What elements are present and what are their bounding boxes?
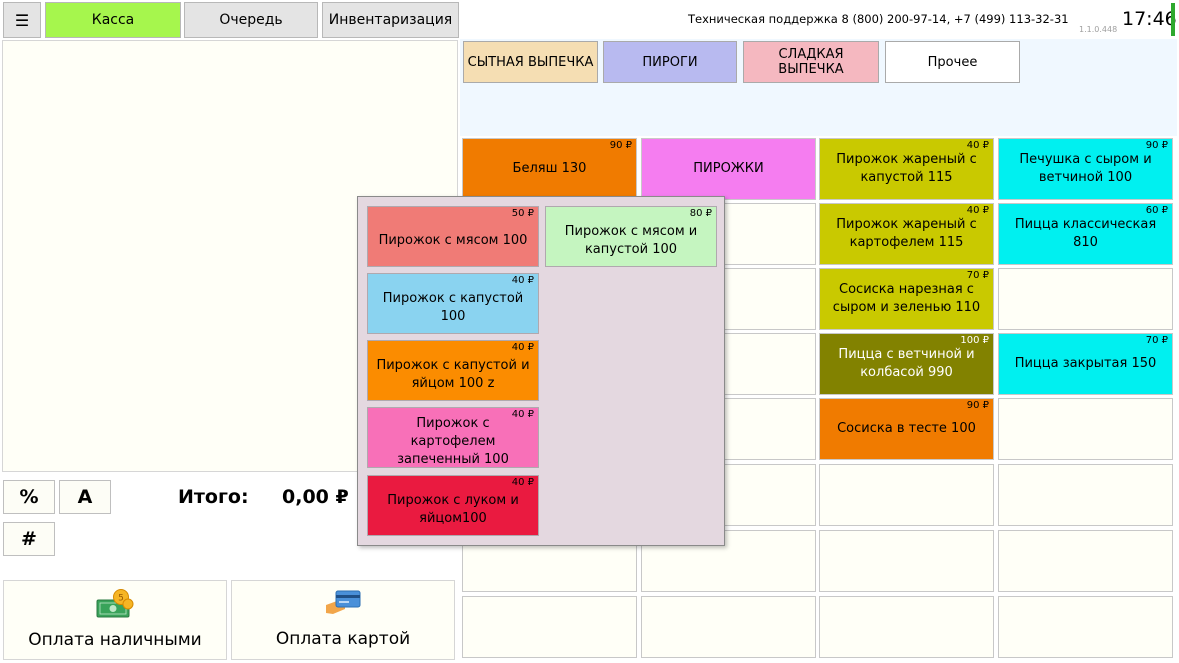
empty-tile[interactable] [998, 596, 1173, 658]
empty-tile[interactable] [819, 530, 994, 592]
product-tile[interactable]: Пирожок жареный с капустой 115 40 ₽ [819, 138, 994, 200]
popup-product-tile[interactable]: Пирожок с мясом и капустой 100 80 ₽ [545, 206, 717, 267]
empty-tile[interactable] [998, 464, 1173, 526]
support-contacts: Техническая поддержка 8 (800) 200-97-14,… [688, 12, 1069, 26]
status-indicator [1171, 3, 1175, 36]
product-price: 40 ₽ [511, 342, 534, 353]
product-name: Пицца с ветчиной и колбасой 990 [838, 347, 975, 380]
category-sweet-pastry[interactable]: СЛАДКАЯ ВЫПЕЧКА [743, 41, 879, 83]
product-price: 90 ₽ [1145, 140, 1168, 151]
cash-coins-icon: 5 [95, 587, 135, 623]
product-price: 90 ₽ [609, 140, 632, 151]
product-price: 100 ₽ [960, 335, 989, 346]
pay-card-label: Оплата картой [275, 629, 411, 649]
product-name: Пирожок с капустой и яйцом 100 z [376, 357, 530, 391]
empty-tile[interactable] [998, 398, 1173, 460]
pay-cash-label: Оплата наличными [28, 630, 202, 650]
product-tile[interactable]: Беляш 130 90 ₽ [462, 138, 637, 200]
popup-product-tile[interactable]: Пирожок с мясом 100 50 ₽ [367, 206, 539, 267]
product-price: 40 ₽ [511, 477, 534, 488]
product-tile[interactable]: Пицца с ветчиной и колбасой 990 100 ₽ [819, 333, 994, 395]
category-hearty-pastry[interactable]: СЫТНАЯ ВЫПЕЧКА [463, 41, 598, 83]
product-tile[interactable]: Пицца закрытая 150 70 ₽ [998, 333, 1173, 395]
product-name: Пирожок жареный с капустой 115 [836, 152, 977, 185]
category-other[interactable]: Прочее [885, 41, 1020, 83]
discount-percent-button[interactable]: % [3, 480, 55, 514]
empty-tile[interactable] [998, 268, 1173, 330]
pay-cash-button[interactable]: 5 Оплата наличными [3, 580, 227, 660]
product-name: Печушка с сыром и ветчиной 100 [1019, 152, 1152, 185]
popup-product-tile[interactable]: Пирожок с картофелем запеченный 100 40 ₽ [367, 407, 539, 468]
svg-text:5: 5 [118, 594, 124, 604]
clock: 17:46 [1122, 8, 1177, 30]
product-name: Сосиска нарезная с сыром и зеленью 110 [832, 282, 981, 315]
card-in-hand-icon [323, 587, 363, 621]
empty-tile[interactable] [819, 464, 994, 526]
product-tile[interactable]: Сосиска нарезная с сыром и зеленью 110 70… [819, 268, 994, 330]
product-name: Пирожок с мясом 100 [378, 232, 528, 248]
product-price: 50 ₽ [511, 208, 534, 219]
product-name: Пирожок с картофелем запеченный 100 [397, 415, 509, 467]
empty-tile[interactable] [998, 530, 1173, 592]
hamburger-menu-icon[interactable]: ☰ [3, 2, 41, 38]
total-value: 0,00 ₽ [282, 486, 349, 508]
product-price: 80 ₽ [689, 208, 712, 219]
product-price: 70 ₽ [1145, 335, 1168, 346]
a-button[interactable]: A [59, 480, 111, 514]
product-price: 90 ₽ [966, 400, 989, 411]
product-tile[interactable]: ПИРОЖКИ [641, 138, 816, 200]
empty-tile[interactable] [641, 596, 816, 658]
product-name: Пирожок жареный с картофелем 115 [836, 217, 977, 250]
popup-product-tile[interactable]: Пирожок с капустой и яйцом 100 z 40 ₽ [367, 340, 539, 401]
pay-card-button[interactable]: Оплата картой [231, 580, 455, 660]
product-tile[interactable]: Печушка с сыром и ветчиной 100 90 ₽ [998, 138, 1173, 200]
product-name: Беляш 130 [512, 161, 587, 176]
hash-button[interactable]: # [3, 522, 55, 556]
product-price: 40 ₽ [966, 205, 989, 216]
product-name: Пирожок с луком и яйцом100 [387, 492, 519, 526]
total-label: Итого: [178, 486, 249, 508]
popup-product-tile[interactable]: Пирожок с капустой 100 40 ₽ [367, 273, 539, 334]
tab-kassa[interactable]: Касса [45, 2, 181, 38]
product-name: Пирожок с капустой 100 [382, 290, 524, 324]
app-version: 1.1.0.448 [1079, 25, 1118, 34]
product-price: 60 ₽ [1145, 205, 1168, 216]
product-tile[interactable]: Сосиска в тесте 100 90 ₽ [819, 398, 994, 460]
product-price: 40 ₽ [511, 275, 534, 286]
product-name: ПИРОЖКИ [693, 161, 764, 176]
product-price: 40 ₽ [511, 409, 534, 420]
tab-inventory[interactable]: Инвентаризация [322, 2, 459, 38]
product-name: Пицца закрытая 150 [1014, 356, 1157, 371]
popup-product-tile[interactable]: Пирожок с луком и яйцом100 40 ₽ [367, 475, 539, 536]
tab-queue[interactable]: Очередь [184, 2, 318, 38]
category-pies[interactable]: ПИРОГИ [603, 41, 737, 83]
product-tile[interactable]: Пирожок жареный с картофелем 115 40 ₽ [819, 203, 994, 265]
empty-tile[interactable] [462, 596, 637, 658]
product-price: 40 ₽ [966, 140, 989, 151]
product-name: Сосиска в тесте 100 [837, 421, 976, 436]
empty-tile[interactable] [819, 596, 994, 658]
product-tile[interactable]: Пицца классическая 810 60 ₽ [998, 203, 1173, 265]
subcategory-popup: Пирожок с мясом 100 50 ₽ Пирожок с мясом и… [357, 196, 725, 546]
product-price: 70 ₽ [966, 270, 989, 281]
product-name: Пирожок с мясом и капустой 100 [564, 223, 698, 257]
product-name: Пицца классическая 810 [1014, 217, 1157, 250]
